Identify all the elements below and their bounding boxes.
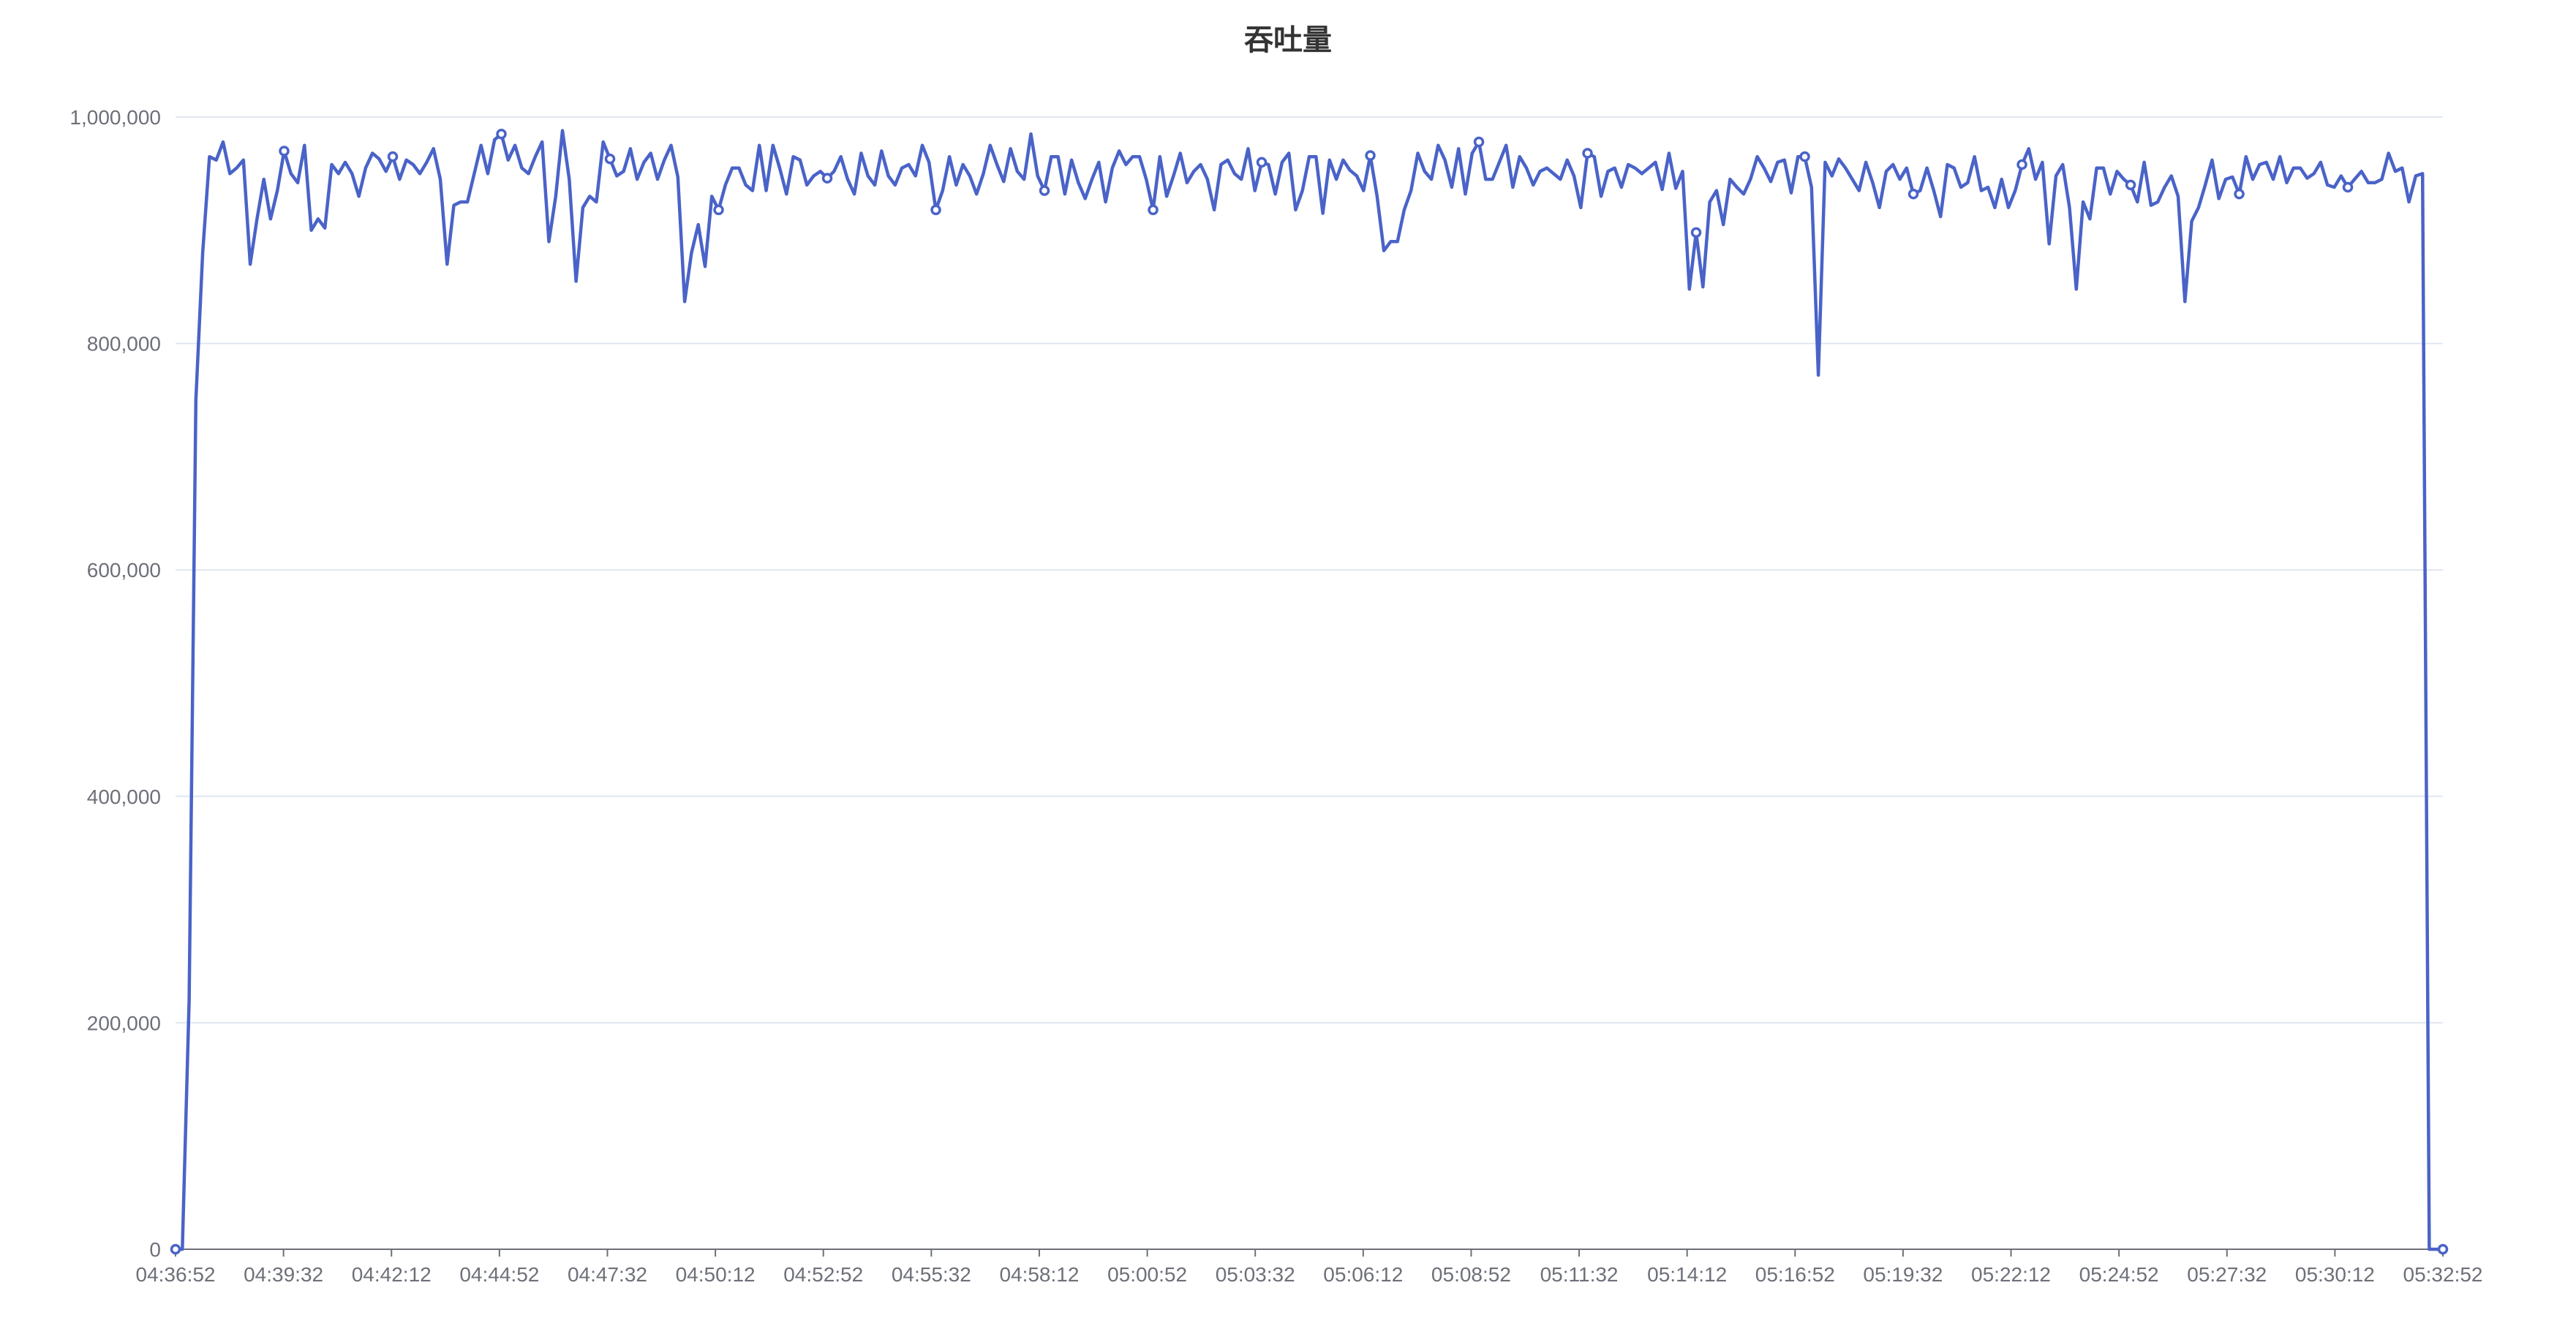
x-tick-label: 05:03:32 — [1216, 1263, 1295, 1286]
data-point-marker — [1256, 157, 1268, 168]
data-point-marker — [1582, 148, 1593, 159]
data-point-marker — [1473, 136, 1485, 148]
x-tick-label: 05:19:32 — [1863, 1263, 1943, 1286]
series-group — [170, 128, 2449, 1255]
x-tick-label: 05:14:12 — [1647, 1263, 1727, 1286]
data-point-marker — [2437, 1243, 2449, 1255]
x-tick-label: 05:16:52 — [1755, 1263, 1835, 1286]
chart-title: 吞吐量 — [1244, 23, 1332, 57]
data-point-marker — [2234, 189, 2245, 200]
x-tick-label: 04:42:12 — [352, 1263, 432, 1286]
y-tick-label: 0 — [149, 1238, 161, 1261]
x-tick-label: 04:52:52 — [783, 1263, 863, 1286]
x-tick-label: 05:24:52 — [2079, 1263, 2159, 1286]
x-tick-label: 05:32:52 — [2403, 1263, 2483, 1286]
data-point-marker — [1907, 189, 1919, 200]
y-tick-label: 800,000 — [87, 333, 161, 355]
data-point-marker — [1690, 227, 1702, 238]
data-point-marker — [170, 1243, 181, 1255]
data-point-marker — [387, 151, 399, 162]
x-tick-label: 05:27:32 — [2187, 1263, 2267, 1286]
x-tick-label: 04:36:52 — [136, 1263, 216, 1286]
data-point-marker — [2342, 181, 2354, 193]
series-line — [173, 129, 2445, 1251]
x-tick-label: 04:44:52 — [459, 1263, 539, 1286]
data-point-marker — [821, 173, 833, 184]
x-tick-label: 05:30:12 — [2295, 1263, 2375, 1286]
x-tick-label: 05:22:12 — [1971, 1263, 2051, 1286]
x-tick-label: 04:39:32 — [244, 1263, 323, 1286]
data-point-marker — [604, 154, 616, 165]
y-tick-label: 200,000 — [87, 1012, 161, 1034]
x-tick-label: 05:00:52 — [1107, 1263, 1187, 1286]
y-tick-label: 600,000 — [87, 559, 161, 581]
data-point-marker — [1039, 185, 1050, 196]
y-tick-label: 1,000,000 — [69, 106, 161, 129]
x-axis: 04:36:52 04:39:32 04:42:12 04:44:52 04:47:32… — [136, 1249, 2483, 1286]
data-point-marker — [2016, 159, 2027, 170]
data-point-marker — [930, 204, 941, 216]
x-tick-label: 05:06:12 — [1323, 1263, 1403, 1286]
x-tick-label: 04:58:12 — [999, 1263, 1079, 1286]
data-point-marker — [496, 128, 507, 140]
x-tick-label: 05:11:32 — [1540, 1263, 1619, 1286]
data-point-marker — [1365, 150, 1376, 161]
data-point-marker — [1148, 204, 1159, 216]
data-point-marker — [713, 204, 724, 216]
y-axis: 0 200,000 400,000 600,000 800,000 1,000,000 — [69, 106, 161, 1261]
data-point-marker — [2125, 179, 2136, 191]
x-tick-label: 05:08:52 — [1431, 1263, 1511, 1286]
grid-lines — [176, 116, 2443, 1024]
x-tick-label: 04:47:32 — [568, 1263, 647, 1286]
x-tick-label: 04:55:32 — [892, 1263, 971, 1286]
x-tick-label: 04:50:12 — [676, 1263, 756, 1286]
data-point-marker — [1799, 151, 1810, 162]
data-point-marker — [279, 146, 290, 157]
y-tick-label: 400,000 — [87, 786, 161, 808]
